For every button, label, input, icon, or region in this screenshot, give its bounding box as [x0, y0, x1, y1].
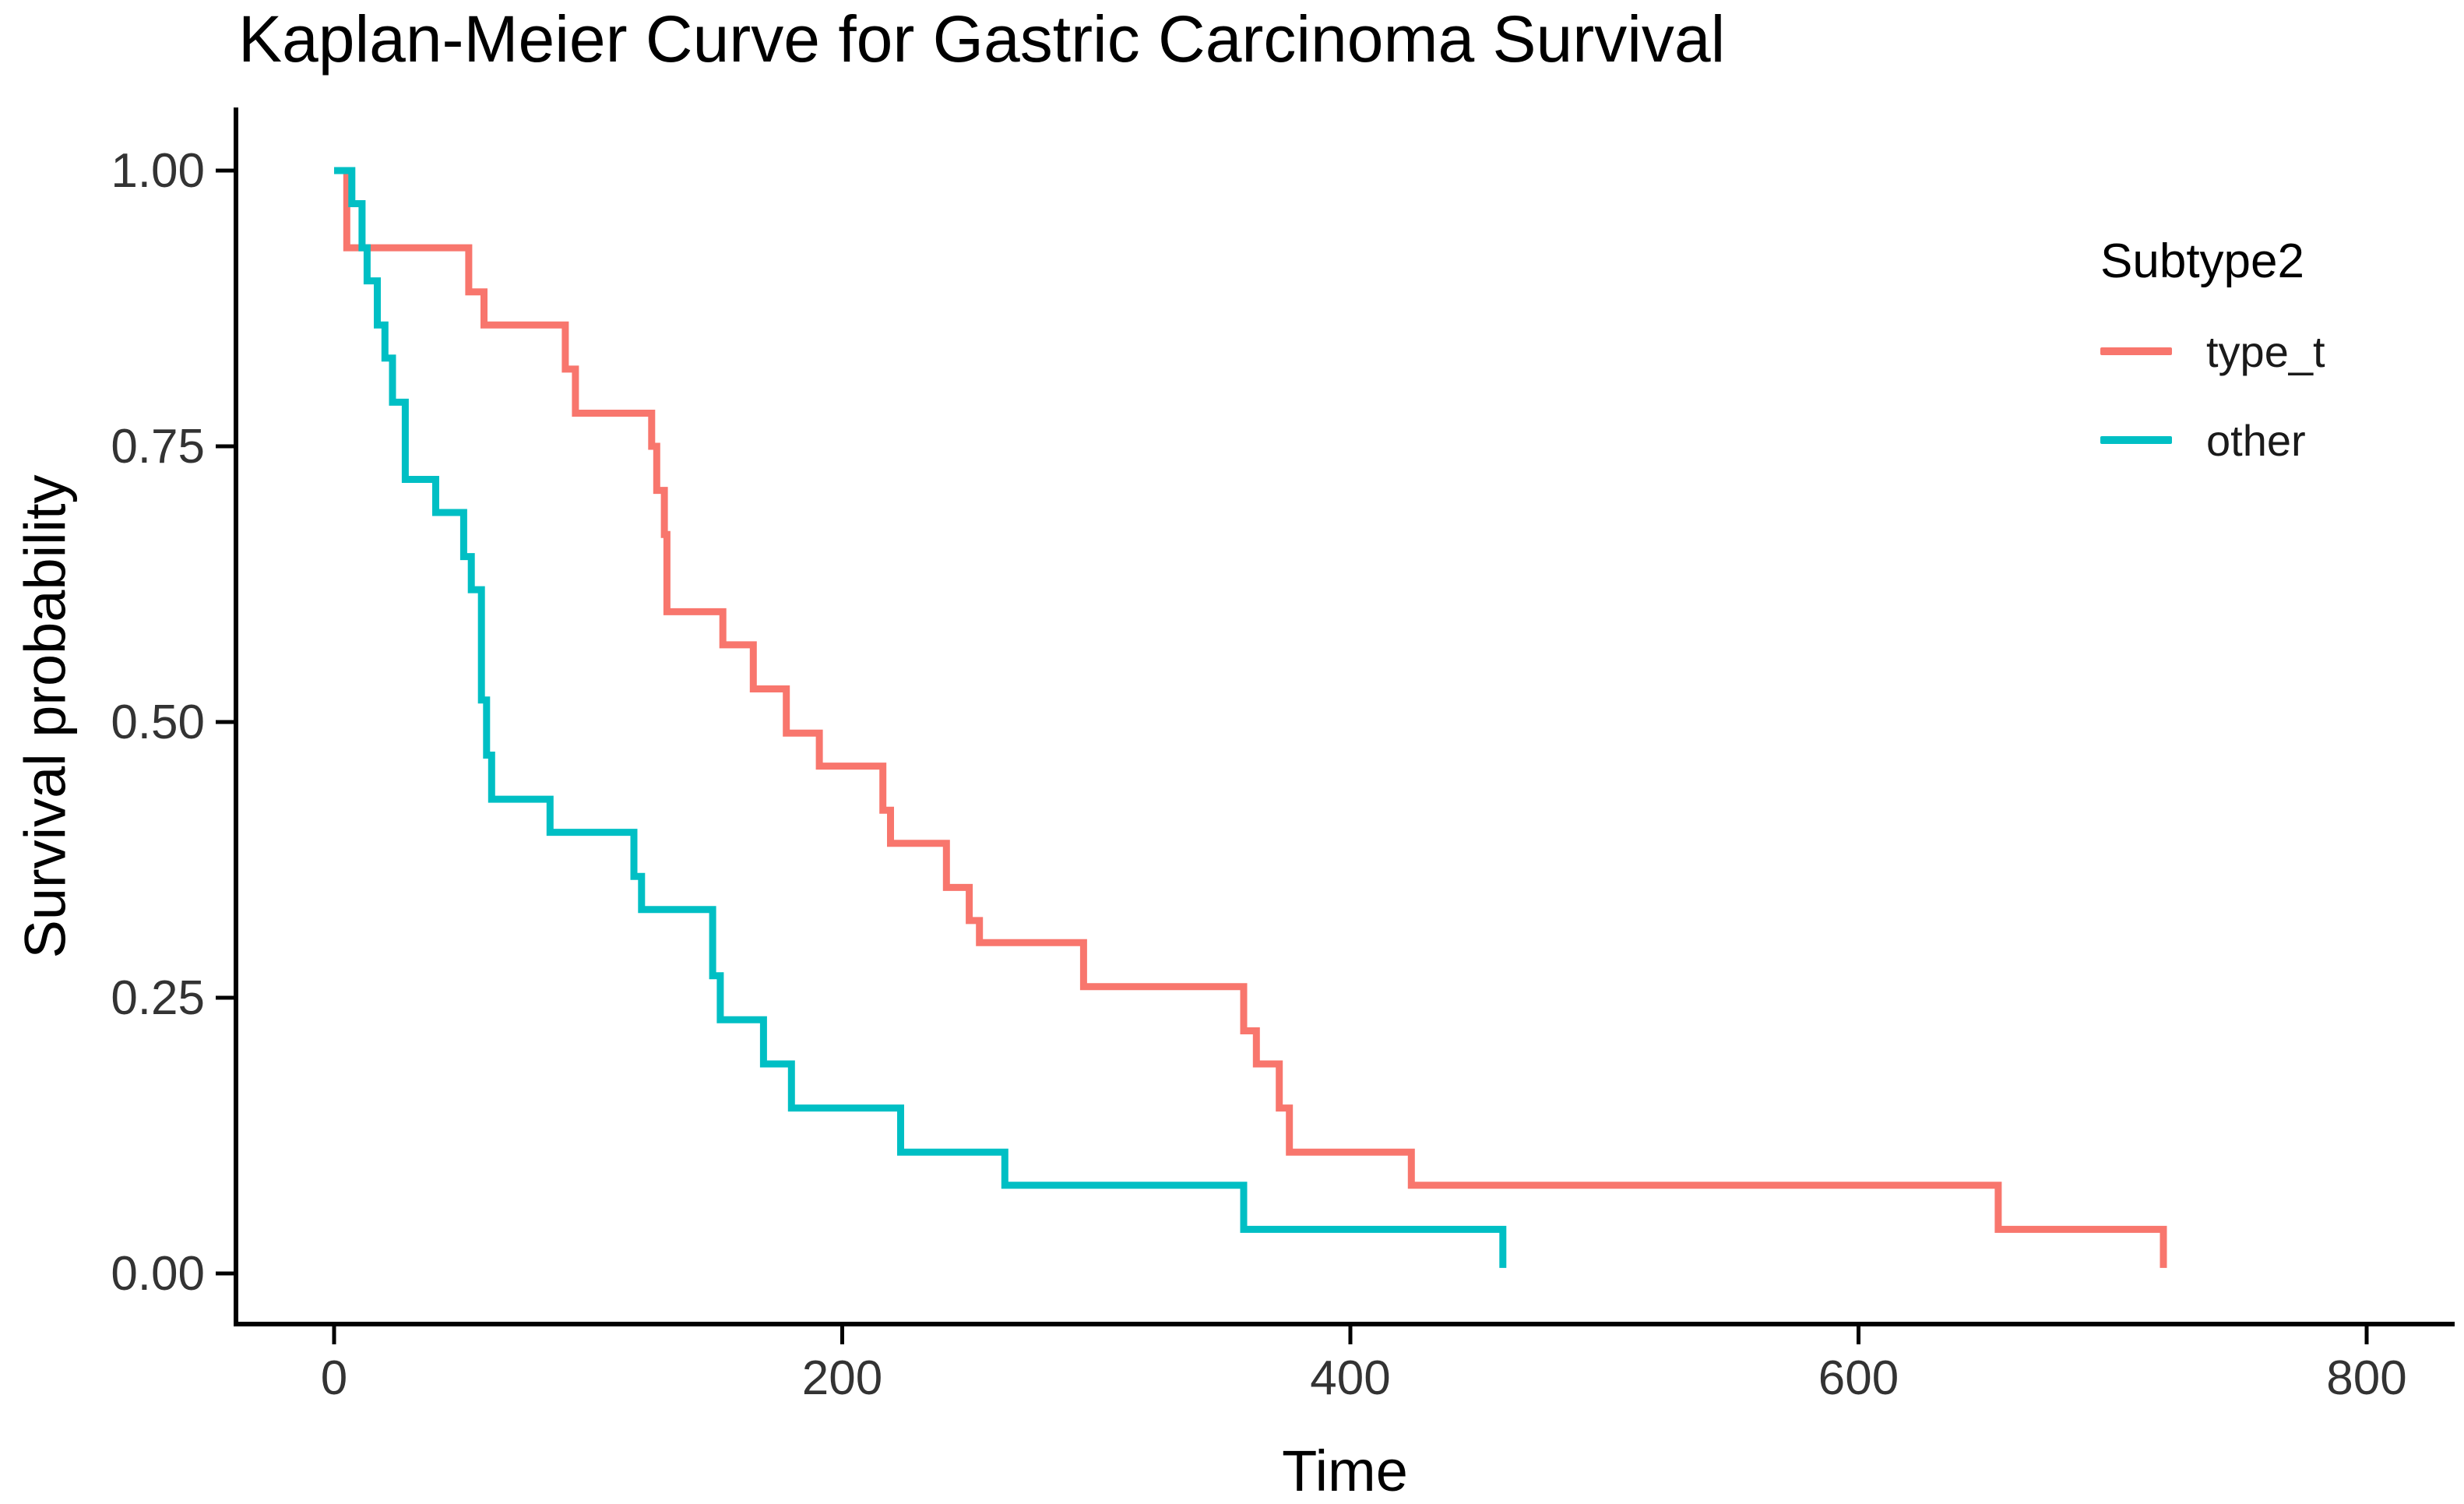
chart-title: Kaplan-Meier Curve for Gastric Carcinoma… [238, 2, 1726, 76]
legend-item-type-t: type_t [2100, 327, 2459, 376]
x-tick-label-0: 0 [321, 1351, 347, 1405]
x-axis-title: Time [1282, 1439, 1408, 1503]
x-tick-label-200: 200 [802, 1351, 882, 1405]
type-t-line-swatch-icon [2100, 347, 2172, 355]
y-tick-label-1.00: 1.00 [111, 144, 205, 198]
y-tick-label-0.50: 0.50 [111, 696, 205, 749]
y-tick-label-0.00: 0.00 [111, 1247, 205, 1301]
y-tick-label-0.25: 0.25 [111, 971, 205, 1025]
legend-item-label-other: other [2206, 415, 2306, 465]
legend-item-other: other [2100, 416, 2459, 465]
other-line-swatch-icon [2100, 436, 2172, 444]
legend-item-label-type-t: type_t [2206, 326, 2325, 376]
x-tick-label-800: 800 [2326, 1351, 2406, 1405]
x-tick-label-600: 600 [1818, 1351, 1899, 1405]
km-curve-other [334, 167, 1507, 1268]
legend: Subtype2 type_t other [2100, 234, 2459, 507]
legend-title: Subtype2 [2100, 234, 2304, 288]
y-tick-label-0.75: 0.75 [111, 420, 205, 474]
x-tick-label-400: 400 [1310, 1351, 1390, 1405]
km-curve-type_t [334, 167, 2167, 1268]
